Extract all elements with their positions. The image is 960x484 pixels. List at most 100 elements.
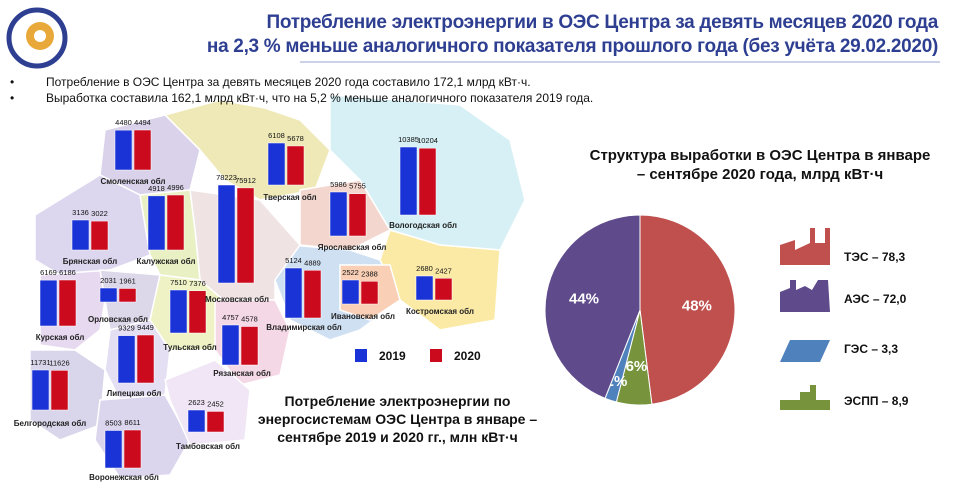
bar xyxy=(341,279,360,305)
bar-value-label: 2031 xyxy=(100,276,117,285)
pie-icons xyxy=(780,228,830,410)
bar-value-label: 4480 xyxy=(115,118,132,127)
bar xyxy=(90,220,109,251)
legend-label: АЭС – 72,0 xyxy=(844,292,907,306)
pie-value-label: 6% xyxy=(626,358,648,375)
bar-value-label: 2427 xyxy=(435,266,452,275)
bar xyxy=(217,184,236,284)
bar xyxy=(50,370,69,411)
bullet-text: Выработка составила 162,1 млрд кВт·ч, чт… xyxy=(46,91,594,105)
region-label: Курская обл xyxy=(36,333,85,342)
region-label: Тамбовская обл xyxy=(176,442,240,451)
bar xyxy=(31,369,50,411)
region-label: Тверская обл xyxy=(263,193,316,202)
bar-value-label: 11731 xyxy=(30,358,50,367)
bar-value-label: 4996 xyxy=(167,183,184,192)
bar xyxy=(133,129,152,171)
bar xyxy=(236,187,255,284)
bar-value-label: 3022 xyxy=(91,209,108,218)
pie-value-label: 48% xyxy=(682,297,712,314)
bar xyxy=(104,430,123,469)
bar-value-label: 2680 xyxy=(416,264,433,273)
bar-value-label: 11626 xyxy=(49,358,69,367)
legend-swatch xyxy=(355,349,367,362)
bar-value-label: 10204 xyxy=(417,136,438,145)
bar xyxy=(286,145,305,186)
bar xyxy=(284,267,303,319)
bar-value-label: 5986 xyxy=(330,180,347,189)
bar-value-label: 2623 xyxy=(188,398,205,407)
bar xyxy=(418,147,437,216)
region-label: Рязанская обл xyxy=(213,369,271,378)
bar-value-label: 6169 xyxy=(40,268,57,277)
bar-value-label: 8503 xyxy=(105,418,122,427)
bar xyxy=(348,193,367,237)
bar xyxy=(206,411,225,433)
bar-value-label: 10385 xyxy=(398,135,419,144)
bar xyxy=(169,289,188,334)
bar xyxy=(114,129,133,171)
region-label: Воронежская обл xyxy=(89,473,159,482)
bar xyxy=(166,194,185,251)
legend-label: ГЭС – 3,3 xyxy=(844,342,898,356)
region-label: Ярославская обл xyxy=(318,243,387,252)
bar xyxy=(303,270,322,319)
bar-value-label: 2452 xyxy=(207,399,224,408)
region-label: Московская обл xyxy=(205,295,269,304)
bar-value-label: 5124 xyxy=(285,256,302,265)
bar-value-label: 9329 xyxy=(118,324,135,333)
bar-value-label: 5678 xyxy=(287,134,304,143)
bar xyxy=(147,195,166,251)
bar xyxy=(221,324,240,366)
legend-label: 2019 xyxy=(379,349,406,363)
pie-slice xyxy=(544,214,641,399)
region-label: Орловская обл xyxy=(88,315,148,324)
pie-title: Структура выработки в ОЭС Центра в январ… xyxy=(589,147,931,183)
region-label: Калужская обл xyxy=(136,257,195,266)
bar-value-label: 4889 xyxy=(304,258,321,267)
bar-value-label: 9449 xyxy=(137,323,154,332)
bar xyxy=(415,275,434,301)
bar xyxy=(39,279,58,327)
bar-value-label: 2522 xyxy=(342,268,359,277)
bar xyxy=(267,142,286,186)
bar-value-label: 7376 xyxy=(189,279,206,288)
bar xyxy=(123,429,142,469)
legend-label: ТЭС – 78,3 xyxy=(844,250,906,264)
pie-value-label: 44% xyxy=(569,290,599,307)
region-label: Белгородская обл xyxy=(14,419,87,428)
bullet: Потребление в ОЭС Центра за девять месяц… xyxy=(10,75,531,89)
bar xyxy=(360,281,379,305)
region-label: Брянская обл xyxy=(63,257,118,266)
bar xyxy=(434,278,453,301)
bar-value-label: 4578 xyxy=(241,314,258,323)
bar-value-label: 8611 xyxy=(124,418,140,427)
bar-value-label: 78223 xyxy=(216,173,237,182)
bar xyxy=(329,191,348,237)
bar xyxy=(71,219,90,251)
region-label: Липецкая обл xyxy=(107,389,162,398)
bar-value-label: 1961 xyxy=(119,276,136,285)
pie-slice xyxy=(639,214,736,405)
region-label: Ивановская обл xyxy=(331,312,395,321)
bar xyxy=(99,287,118,303)
legend-label: ЭСПП – 8,9 xyxy=(844,394,909,408)
region-label: Костромская обл xyxy=(406,307,474,316)
map-title: Потребление электроэнергии по энергосист… xyxy=(257,393,538,445)
bar xyxy=(136,334,155,384)
bar xyxy=(240,326,259,366)
legend-label: 2020 xyxy=(454,349,481,363)
region-label: Вологодская обл xyxy=(389,221,457,230)
bar-value-label: 75912 xyxy=(235,176,256,185)
bar xyxy=(399,146,418,216)
bar-value-label: 6108 xyxy=(268,131,285,140)
bar xyxy=(118,288,137,303)
region-label: Владимирская обл xyxy=(266,323,342,332)
bar-value-label: 4757 xyxy=(222,313,239,322)
bar-value-label: 7510 xyxy=(170,278,187,287)
header-title: Потребление электроэнергии в ОЭС Центра … xyxy=(266,12,939,33)
bar xyxy=(187,409,206,433)
bar-value-label: 5755 xyxy=(349,182,366,191)
